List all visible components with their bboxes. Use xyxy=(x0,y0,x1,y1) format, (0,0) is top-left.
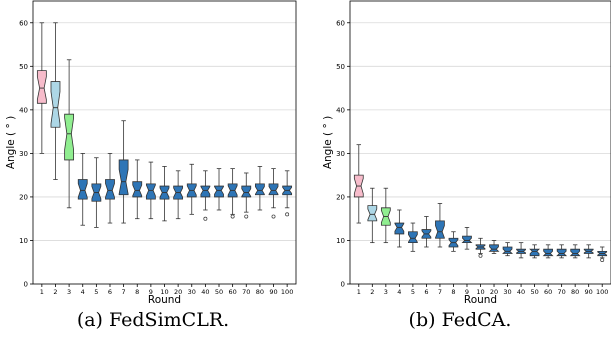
box xyxy=(145,183,156,200)
x-tick-label: 10 xyxy=(160,288,168,296)
x-tick-label: 100 xyxy=(596,288,608,296)
x-tick-label: 2 xyxy=(370,288,374,296)
x-tick-label: 4 xyxy=(81,288,85,296)
y-tick-label: 60 xyxy=(336,19,345,27)
box xyxy=(502,246,513,254)
y-tick-label: 10 xyxy=(336,237,345,245)
plot-frame xyxy=(349,0,611,285)
x-tick-label: 1 xyxy=(40,288,44,296)
x-tick-label: 50 xyxy=(215,288,223,296)
x-tick-label: 60 xyxy=(228,288,236,296)
box xyxy=(556,248,568,257)
outlier-point xyxy=(271,214,276,219)
box xyxy=(542,248,554,257)
plot-frame xyxy=(32,0,297,285)
panel-fedca: 0 10 20 30 40 50 60 1 2 3 4 5 6 7 8 9 10 20 30 40 50 60 70 80 90… xyxy=(322,0,611,306)
x-tick-label: 9 xyxy=(149,288,153,296)
x-tick-label: 100 xyxy=(281,288,293,296)
x-tick-label: 5 xyxy=(411,288,415,296)
x-tick-label: 20 xyxy=(490,288,498,296)
box xyxy=(367,205,378,222)
outlier-point xyxy=(203,216,208,221)
box xyxy=(268,183,279,196)
y-tick-label: 10 xyxy=(19,237,28,245)
x-tick-label: 70 xyxy=(242,288,250,296)
x-tick-label: 3 xyxy=(67,288,71,296)
box xyxy=(461,235,473,244)
x-tick-label: 50 xyxy=(530,288,538,296)
box xyxy=(132,181,143,198)
x-tick-label: 1 xyxy=(357,288,361,296)
x-tick-label: 2 xyxy=(53,288,57,296)
box xyxy=(77,179,88,200)
x-tick-label: 5 xyxy=(94,288,98,296)
y-tick-label: 40 xyxy=(336,106,345,114)
box xyxy=(254,183,265,196)
x-tick-label: 70 xyxy=(557,288,565,296)
x-tick-label: 6 xyxy=(424,288,428,296)
y-tick-label: 20 xyxy=(336,193,345,201)
x-tick-label: 3 xyxy=(384,288,388,296)
outlier-point xyxy=(244,214,249,219)
y-axis-label: Angle ( ° ) xyxy=(5,116,17,169)
outlier-point xyxy=(230,214,235,219)
box xyxy=(488,244,500,252)
x-tick-label: 90 xyxy=(269,288,277,296)
x-axis-label: Round xyxy=(464,294,497,306)
y-tick-label: 0 xyxy=(341,281,345,289)
x-tick-label: 4 xyxy=(397,288,401,296)
x-tick-label: 7 xyxy=(438,288,442,296)
box xyxy=(64,113,75,161)
outlier-point xyxy=(600,258,605,263)
x-tick-label: 8 xyxy=(135,288,139,296)
x-tick-label: 6 xyxy=(108,288,112,296)
x-tick-label: 9 xyxy=(465,288,469,296)
x-tick-label: 60 xyxy=(544,288,552,296)
box xyxy=(200,185,211,198)
x-tick-label: 10 xyxy=(476,288,484,296)
x-tick-label: 30 xyxy=(188,288,196,296)
y-tick-label: 20 xyxy=(19,193,28,201)
caption-fedsimclr: (a) FedSimCLR. xyxy=(76,309,230,331)
y-tick-label: 30 xyxy=(19,150,28,158)
panel-fedsimclr: 0 10 20 30 40 50 60 1 2 3 4 5 6 7 8 9 10 20 30 40 50 60 70 80 90… xyxy=(5,0,297,306)
x-tick-label: 8 xyxy=(451,288,455,296)
box xyxy=(214,185,224,198)
box xyxy=(435,220,445,239)
outlier-point xyxy=(478,253,483,258)
caption-fedca: (b) FedCA. xyxy=(408,309,512,331)
y-tick-label: 30 xyxy=(336,150,345,158)
y-tick-label: 60 xyxy=(19,19,28,27)
box xyxy=(529,248,541,257)
box xyxy=(241,185,252,198)
x-tick-label: 90 xyxy=(585,288,593,296)
x-tick-label: 80 xyxy=(256,288,264,296)
y-tick-label: 0 xyxy=(24,281,28,289)
y-tick-label: 50 xyxy=(336,63,345,71)
x-tick-label: 30 xyxy=(503,288,511,296)
x-tick-label: 40 xyxy=(517,288,525,296)
box xyxy=(118,159,129,196)
x-axis-label: Round xyxy=(148,294,181,306)
x-tick-label: 80 xyxy=(571,288,579,296)
box xyxy=(569,248,581,257)
x-tick-label: 40 xyxy=(201,288,209,296)
x-tick-label: 7 xyxy=(122,288,126,296)
box xyxy=(36,70,47,104)
box xyxy=(408,231,418,244)
box xyxy=(105,179,115,200)
outlier-point xyxy=(285,212,290,217)
box xyxy=(394,222,405,235)
y-axis-label: Angle ( ° ) xyxy=(322,116,334,169)
y-tick-label: 50 xyxy=(19,63,28,71)
x-tick-label: 20 xyxy=(174,288,182,296)
box xyxy=(50,81,61,128)
y-tick-label: 40 xyxy=(19,106,28,114)
